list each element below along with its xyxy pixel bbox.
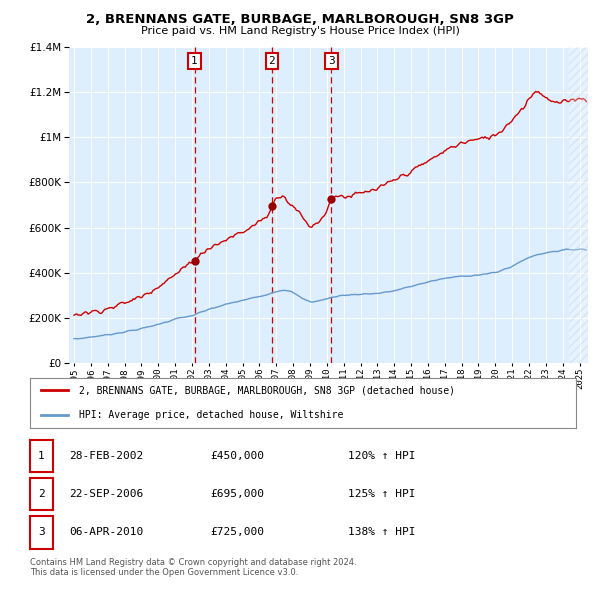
Text: £725,000: £725,000 [210, 527, 264, 537]
Text: 1: 1 [191, 55, 198, 65]
Text: 2, BRENNANS GATE, BURBAGE, MARLBOROUGH, SN8 3GP (detached house): 2, BRENNANS GATE, BURBAGE, MARLBOROUGH, … [79, 385, 455, 395]
Text: 3: 3 [38, 527, 45, 537]
Text: 1: 1 [38, 451, 45, 461]
Text: £450,000: £450,000 [210, 451, 264, 461]
Text: 06-APR-2010: 06-APR-2010 [69, 527, 143, 537]
Text: £695,000: £695,000 [210, 489, 264, 499]
Text: 2: 2 [268, 55, 275, 65]
Text: 2, BRENNANS GATE, BURBAGE, MARLBOROUGH, SN8 3GP: 2, BRENNANS GATE, BURBAGE, MARLBOROUGH, … [86, 13, 514, 26]
Polygon shape [569, 47, 588, 363]
Text: 120% ↑ HPI: 120% ↑ HPI [348, 451, 415, 461]
Text: 28-FEB-2002: 28-FEB-2002 [69, 451, 143, 461]
Text: Price paid vs. HM Land Registry's House Price Index (HPI): Price paid vs. HM Land Registry's House … [140, 26, 460, 36]
Text: 2: 2 [38, 489, 45, 499]
Text: HPI: Average price, detached house, Wiltshire: HPI: Average price, detached house, Wilt… [79, 410, 344, 420]
Text: Contains HM Land Registry data © Crown copyright and database right 2024.
This d: Contains HM Land Registry data © Crown c… [30, 558, 356, 577]
Text: 3: 3 [328, 55, 335, 65]
Text: 138% ↑ HPI: 138% ↑ HPI [348, 527, 415, 537]
Text: 22-SEP-2006: 22-SEP-2006 [69, 489, 143, 499]
Text: 125% ↑ HPI: 125% ↑ HPI [348, 489, 415, 499]
